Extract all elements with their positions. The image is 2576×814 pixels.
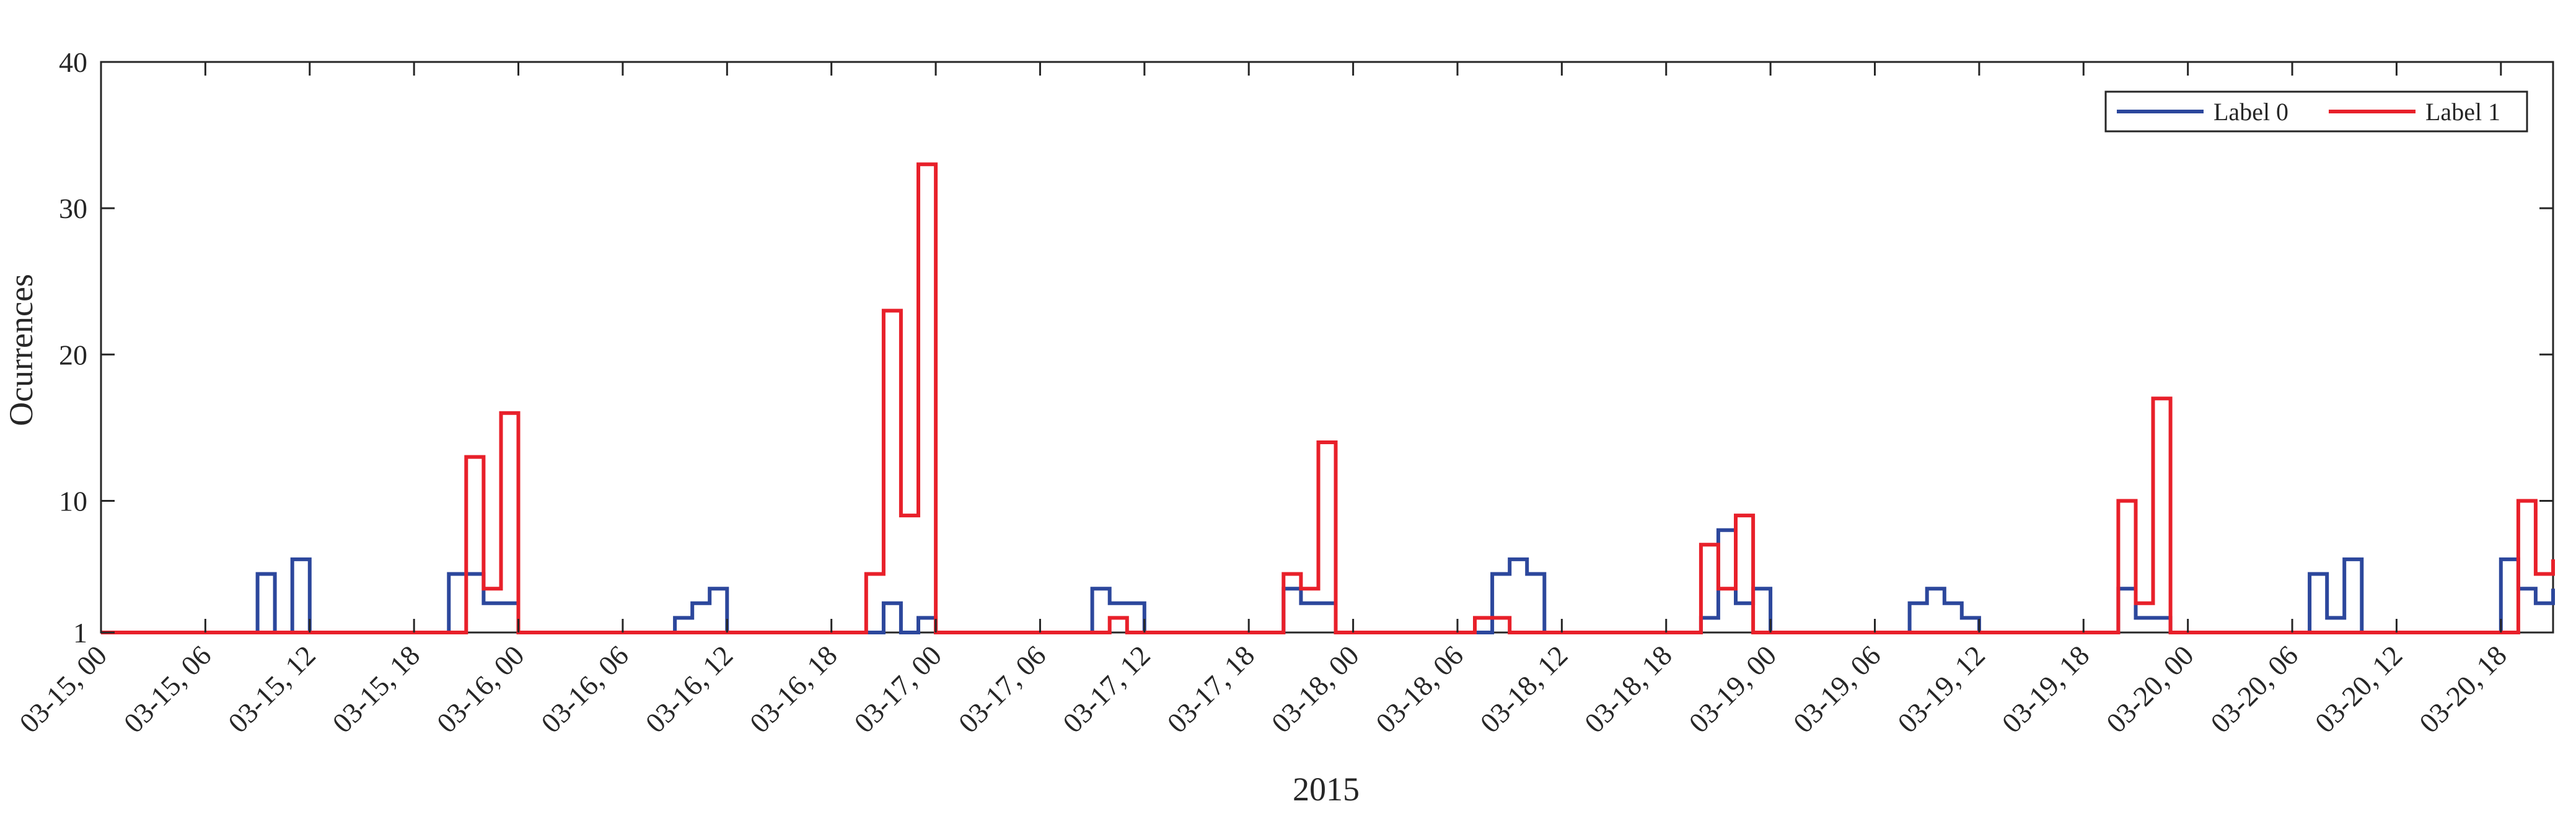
x-axis: 03-15, 00 03-15, 06 03-15, 12 03-15, 18 03-1… <box>13 62 2513 739</box>
legend: Label 0 Label 1 <box>2104 90 2528 133</box>
x-tick-label: 03-18, 18 <box>1578 639 1678 739</box>
x-tick-label: 03-20, 06 <box>2204 639 2304 739</box>
x-tick-label: 03-19, 12 <box>1891 639 1991 739</box>
y-axis-title: Ocurrences <box>2 274 40 426</box>
y-axis: 1 10 20 30 40 <box>59 46 2553 649</box>
x-tick-label: 03-15, 12 <box>222 639 322 739</box>
x-tick-label: 03-18, 12 <box>1474 639 1574 739</box>
x-tick-label: 03-18, 00 <box>1265 639 1365 739</box>
y-tick-label: 20 <box>59 339 87 370</box>
y-tick-label: 30 <box>59 193 87 224</box>
x-axis-title: 2015 <box>1293 771 1360 808</box>
series-line-1 <box>101 162 2555 634</box>
y-tick-label: 40 <box>59 46 87 78</box>
x-tick-label: 03-17, 06 <box>952 639 1052 739</box>
x-tick-label: 03-19, 06 <box>1787 639 1887 739</box>
x-tick-label: 03-15, 00 <box>13 639 113 739</box>
series-layer <box>101 162 2555 634</box>
x-tick-label: 03-20, 12 <box>2309 639 2409 739</box>
x-tick-label: 03-19, 00 <box>1682 639 1782 739</box>
x-tick-label: 03-20, 18 <box>2413 639 2513 739</box>
x-tick-label: 03-16, 12 <box>640 639 739 739</box>
x-tick-label: 03-15, 18 <box>326 639 426 739</box>
legend-label-1: Label 1 <box>2425 98 2500 126</box>
series-line-0 <box>101 528 2555 634</box>
y-tick-label: 1 <box>73 617 87 649</box>
x-tick-label: 03-15, 06 <box>118 639 218 739</box>
plot-area <box>100 61 2554 634</box>
x-tick-label: 03-17, 12 <box>1057 639 1156 739</box>
x-tick-label: 03-17, 00 <box>848 639 947 739</box>
x-tick-label: 03-16, 06 <box>535 639 635 739</box>
y-tick-label: 10 <box>59 485 87 517</box>
legend-label-0: Label 0 <box>2213 98 2288 126</box>
x-tick-label: 03-16, 00 <box>431 639 530 739</box>
plot-frame <box>100 61 2554 634</box>
x-tick-label: 03-17, 18 <box>1161 639 1261 739</box>
x-tick-label: 03-16, 18 <box>744 639 843 739</box>
x-tick-label: 03-20, 00 <box>2100 639 2200 739</box>
x-tick-label: 03-18, 06 <box>1369 639 1469 739</box>
x-tick-label: 03-19, 18 <box>1996 639 2096 739</box>
